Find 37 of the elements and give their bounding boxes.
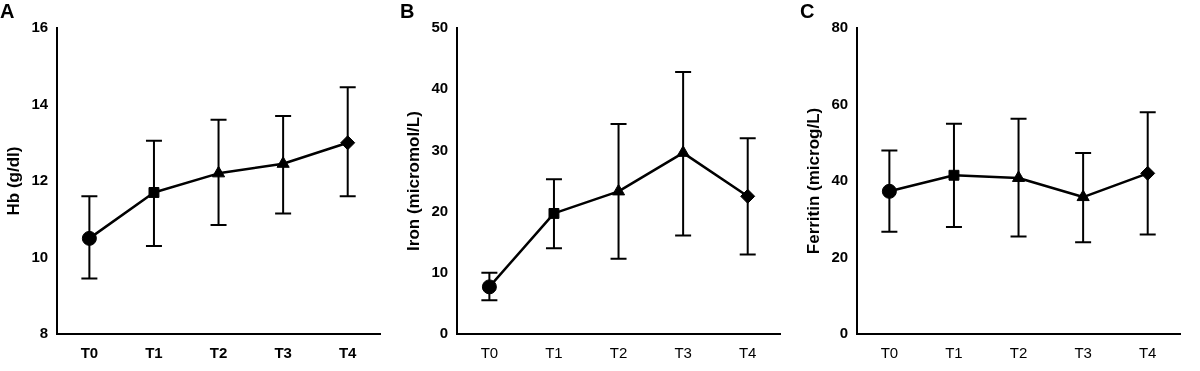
x-tick-label: T2	[609, 344, 628, 362]
x-tick-label: T2	[209, 344, 228, 362]
y-tick-label: 8	[39, 324, 49, 342]
x-tick-label: T2	[1009, 344, 1028, 362]
x-tick-label: T1	[945, 344, 963, 362]
y-tick-label: 40	[831, 171, 849, 189]
y-tick-label: 0	[439, 324, 449, 342]
y-tick-label: 60	[831, 94, 849, 112]
y-tick-label: 20	[431, 201, 449, 219]
y-axis-title: Hb (g/dl)	[3, 146, 23, 216]
x-tick-label: T0	[480, 344, 499, 362]
x-tick-label: T1	[145, 344, 163, 362]
y-tick-label: 10	[431, 262, 449, 280]
y-tick-label: 12	[31, 171, 49, 189]
y-tick-label: 16	[31, 18, 49, 36]
x-tick-label: T1	[545, 344, 563, 362]
y-tick-label: 80	[831, 18, 849, 36]
y-axis-title: Iron (micromol/L)	[403, 111, 423, 251]
chart-title: B	[400, 0, 415, 22]
y-tick-label: 40	[431, 79, 449, 97]
x-tick-label: T3	[274, 344, 292, 362]
x-tick-label: T3	[1074, 344, 1092, 362]
y-tick-label: 0	[839, 324, 849, 342]
chart-title: C	[800, 0, 815, 22]
y-tick-label: 20	[831, 247, 849, 265]
x-tick-label: T0	[80, 344, 99, 362]
chart-title: A	[0, 0, 15, 22]
x-tick-label: T4	[738, 344, 757, 362]
y-tick-label: 10	[31, 247, 49, 265]
x-tick-label: T4	[1138, 344, 1157, 362]
x-tick-label: T4	[338, 344, 358, 362]
y-tick-label: 30	[431, 140, 449, 158]
x-tick-label: T0	[880, 344, 899, 362]
y-axis-title: Ferritin (microg/L)	[803, 107, 823, 255]
x-tick-label: T3	[674, 344, 692, 362]
y-tick-label: 14	[31, 94, 49, 112]
y-tick-label: 50	[431, 18, 449, 36]
